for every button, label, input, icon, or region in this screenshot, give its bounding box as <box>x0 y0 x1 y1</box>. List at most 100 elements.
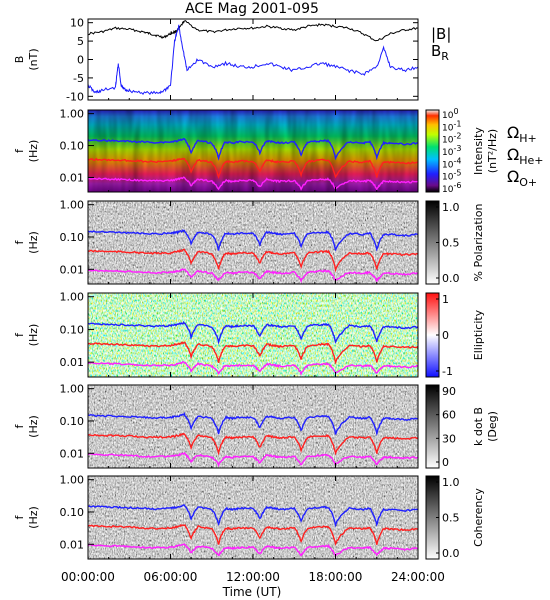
legend-entry: BR <box>431 42 449 63</box>
series-line-0 <box>87 20 419 42</box>
panel-B: 10 5 0 -5 -10 B (nT) |B|BR <box>13 17 451 104</box>
colorbar-label: % Polarization <box>472 204 485 282</box>
legend-entry: |B| <box>431 25 451 43</box>
y-tick-label: 0.01 <box>60 356 85 369</box>
colorbar-tick-label: 0.5 <box>442 512 460 525</box>
y-axis-unit: (Hz) <box>27 415 40 438</box>
y-axis-unit: (Hz) <box>27 231 40 254</box>
y-tick-label: 0.01 <box>60 263 85 276</box>
heatmap-texture <box>88 110 418 192</box>
y-tick-label: 0 <box>77 54 84 67</box>
y-axis-unit: (Hz) <box>27 140 40 163</box>
y-tick-label: 0.10 <box>60 506 85 519</box>
colorbar <box>425 109 440 193</box>
colorbar-tick-label: -1 <box>442 365 453 378</box>
y-axis-unit: (nT) <box>27 48 40 70</box>
panel-ellipticity: 1.00 0.10 0.01 f (Hz) 1 0 -1 Ellipticity <box>13 291 485 378</box>
colorbar-tick-label: 0 <box>442 456 449 469</box>
colorbar-unit: (nT²/Hz) <box>486 129 499 173</box>
gyro-line-O <box>87 268 419 284</box>
y-tick-label: 0.01 <box>60 447 85 460</box>
y-tick-label: -10 <box>66 90 84 103</box>
series-line-1 <box>87 24 419 96</box>
x-tick-label: 24:00:00 <box>391 570 445 584</box>
gyro-line-H <box>87 228 419 252</box>
gyro-line-He <box>87 432 419 456</box>
y-tick-label: 0.01 <box>60 171 85 184</box>
gyro-line-O <box>87 361 419 376</box>
colorbar-tick-label: 90 <box>442 385 456 398</box>
y-axis-label: f <box>13 148 26 153</box>
colorbar-label: Coherency <box>472 488 485 547</box>
gyro-legend-entry: ΩHe+ <box>507 145 544 167</box>
gyro-line-He <box>87 341 419 365</box>
chart-title: ACE Mag 2001-095 <box>185 1 319 17</box>
y-tick-label: 0.10 <box>60 140 85 153</box>
plot-area <box>88 19 418 100</box>
y-tick-label: 1.00 <box>60 383 85 396</box>
y-tick-label: 0.10 <box>60 415 85 428</box>
y-tick-label: -5 <box>73 72 84 85</box>
panel-intensity: 1.000.100.01f (Hz)10010-110-210-310-410-5… <box>13 107 544 195</box>
gyro-legend-entry: ΩH+ <box>507 123 537 145</box>
colorbar-tick-label: 0.0 <box>442 272 460 285</box>
x-tick-label: 12:00:00 <box>226 570 280 584</box>
y-tick-label: 0.01 <box>60 538 85 551</box>
colorbar-label: k dot B <box>472 407 485 446</box>
gyro-line-H <box>87 504 418 528</box>
gyro-line-O <box>87 451 419 468</box>
x-tick-label: 00:00:00 <box>61 570 115 584</box>
heatmap-texture <box>88 293 418 377</box>
y-tick-label: 0.10 <box>60 323 85 336</box>
heatmap-texture <box>88 476 418 559</box>
panel-coherency: 1.00 0.10 0.01 f (Hz) 1.0 0.5 0.0 Coherency <box>13 474 485 560</box>
gyro-line-O <box>87 176 419 192</box>
x-tick-label: 06:00:00 <box>144 570 198 584</box>
gyro-line-H <box>87 411 419 437</box>
colorbar-tick-label: 1.0 <box>442 476 460 489</box>
x-tick-label: 18:00:00 <box>309 570 363 584</box>
y-axis-label: f <box>13 239 26 244</box>
heatmap-texture <box>88 201 418 284</box>
y-axis-unit: (Hz) <box>27 324 40 347</box>
colorbar-label: Intensity <box>472 127 485 175</box>
y-tick-label: 0.10 <box>60 231 85 244</box>
gyro-line-O <box>87 543 419 558</box>
x-axis-label: Time (UT) <box>222 585 282 599</box>
y-axis-unit: (Hz) <box>27 506 40 529</box>
gyro-line-He <box>87 248 419 273</box>
gyro-line-H <box>87 321 419 345</box>
x-axis: 00:00:00 06:00:00 12:00:00 18:00:00 24:00:00 <box>61 570 445 584</box>
gyro-line-He <box>87 523 418 547</box>
y-axis-label: f <box>13 514 26 519</box>
gyro-legend-entry: ΩO+ <box>507 167 537 189</box>
gyro-line-H <box>87 137 419 161</box>
colorbar-tick-label: 1 <box>442 293 449 306</box>
colorbar-tick-label: 60 <box>442 409 456 422</box>
colorbar-tick-label: 1.0 <box>442 201 460 214</box>
y-tick-label: 10 <box>70 17 84 30</box>
colorbar-tick-label: 30 <box>442 432 456 445</box>
panel-polarization: 1.00 0.10 0.01 f (Hz) 1.0 0.5 0.0 % Polarization <box>13 199 485 285</box>
y-tick-label: 1.00 <box>60 199 85 212</box>
y-tick-label: 1.00 <box>60 291 85 304</box>
y-tick-label: 1.00 <box>60 474 85 487</box>
colorbar <box>425 384 440 469</box>
gyro-line-He <box>87 157 419 179</box>
colorbar-tick-label: 0.5 <box>442 237 460 250</box>
colorbar-tick-label: 0 <box>442 329 449 342</box>
y-axis-label: f <box>13 332 26 337</box>
colorbar-unit: (Deg) <box>486 411 499 442</box>
y-tick-label: 1.00 <box>60 108 85 121</box>
panel-kdotb: 1.00 0.10 0.01 f (Hz) 90 60 30 0 k dot B (Deg) <box>13 383 499 469</box>
colorbar-label: Ellipticity <box>472 309 485 360</box>
heatmap-texture <box>88 385 418 468</box>
colorbar-tick-label: 10-6 <box>442 181 461 195</box>
y-axis-label: f <box>13 423 26 428</box>
y-tick-label: 5 <box>77 35 84 48</box>
y-axis-label: B <box>13 56 26 64</box>
colorbar-tick-label: 0.0 <box>442 547 460 560</box>
